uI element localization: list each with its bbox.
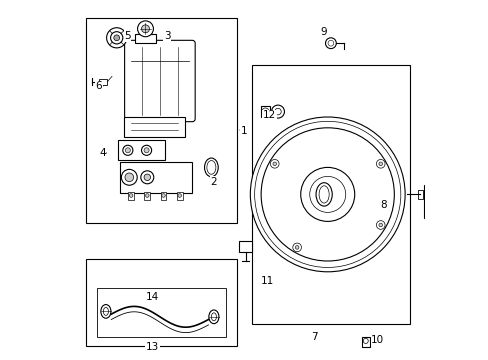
- Circle shape: [110, 32, 122, 44]
- Text: 7: 7: [311, 332, 317, 342]
- Circle shape: [376, 159, 384, 168]
- Circle shape: [141, 145, 151, 155]
- Circle shape: [295, 246, 298, 249]
- Bar: [86, 259, 237, 346]
- Circle shape: [145, 194, 149, 197]
- Circle shape: [325, 38, 336, 49]
- Bar: [120, 162, 192, 193]
- FancyBboxPatch shape: [124, 40, 195, 122]
- Bar: [128, 192, 134, 200]
- Circle shape: [144, 174, 150, 180]
- Bar: [134, 34, 156, 43]
- Text: 2: 2: [210, 177, 217, 187]
- Text: 4: 4: [99, 148, 105, 158]
- Circle shape: [429, 205, 438, 214]
- Circle shape: [121, 169, 137, 185]
- Circle shape: [125, 173, 133, 181]
- Bar: [251, 65, 409, 324]
- Circle shape: [125, 148, 130, 153]
- Circle shape: [129, 194, 133, 197]
- Ellipse shape: [315, 183, 331, 206]
- Circle shape: [376, 221, 384, 229]
- Text: 13: 13: [146, 342, 159, 352]
- Circle shape: [431, 207, 436, 212]
- Circle shape: [300, 167, 354, 221]
- Circle shape: [114, 35, 120, 41]
- Text: 1: 1: [240, 126, 246, 136]
- Circle shape: [272, 162, 276, 166]
- Circle shape: [141, 171, 153, 184]
- Text: 14: 14: [146, 292, 159, 302]
- Circle shape: [250, 117, 404, 272]
- Text: 3: 3: [163, 31, 170, 41]
- Text: 6: 6: [95, 81, 102, 91]
- Bar: [86, 18, 237, 223]
- Text: 12: 12: [263, 110, 276, 120]
- Bar: [423, 185, 445, 218]
- Bar: [144, 192, 150, 200]
- Circle shape: [292, 243, 301, 252]
- Bar: [160, 192, 166, 200]
- Circle shape: [141, 25, 149, 33]
- Text: 11: 11: [261, 276, 274, 286]
- Circle shape: [144, 148, 149, 153]
- Bar: [260, 106, 269, 117]
- Circle shape: [429, 189, 438, 198]
- Bar: [118, 140, 164, 160]
- Bar: [177, 192, 182, 200]
- Circle shape: [122, 145, 133, 155]
- Circle shape: [137, 21, 153, 37]
- Bar: [417, 190, 423, 199]
- Bar: [99, 79, 107, 85]
- Circle shape: [106, 28, 126, 48]
- Circle shape: [431, 192, 436, 196]
- Circle shape: [271, 105, 284, 118]
- Bar: [123, 117, 185, 137]
- Text: 5: 5: [124, 31, 131, 41]
- Ellipse shape: [101, 305, 111, 318]
- Circle shape: [270, 159, 279, 168]
- Bar: [361, 337, 369, 347]
- Text: 8: 8: [379, 200, 386, 210]
- Text: 9: 9: [320, 27, 326, 37]
- Circle shape: [178, 194, 181, 197]
- Circle shape: [162, 194, 165, 197]
- Bar: [97, 288, 226, 337]
- Ellipse shape: [208, 310, 219, 324]
- Circle shape: [378, 162, 382, 166]
- Bar: [239, 241, 251, 252]
- Text: 10: 10: [370, 335, 384, 345]
- Circle shape: [378, 223, 382, 227]
